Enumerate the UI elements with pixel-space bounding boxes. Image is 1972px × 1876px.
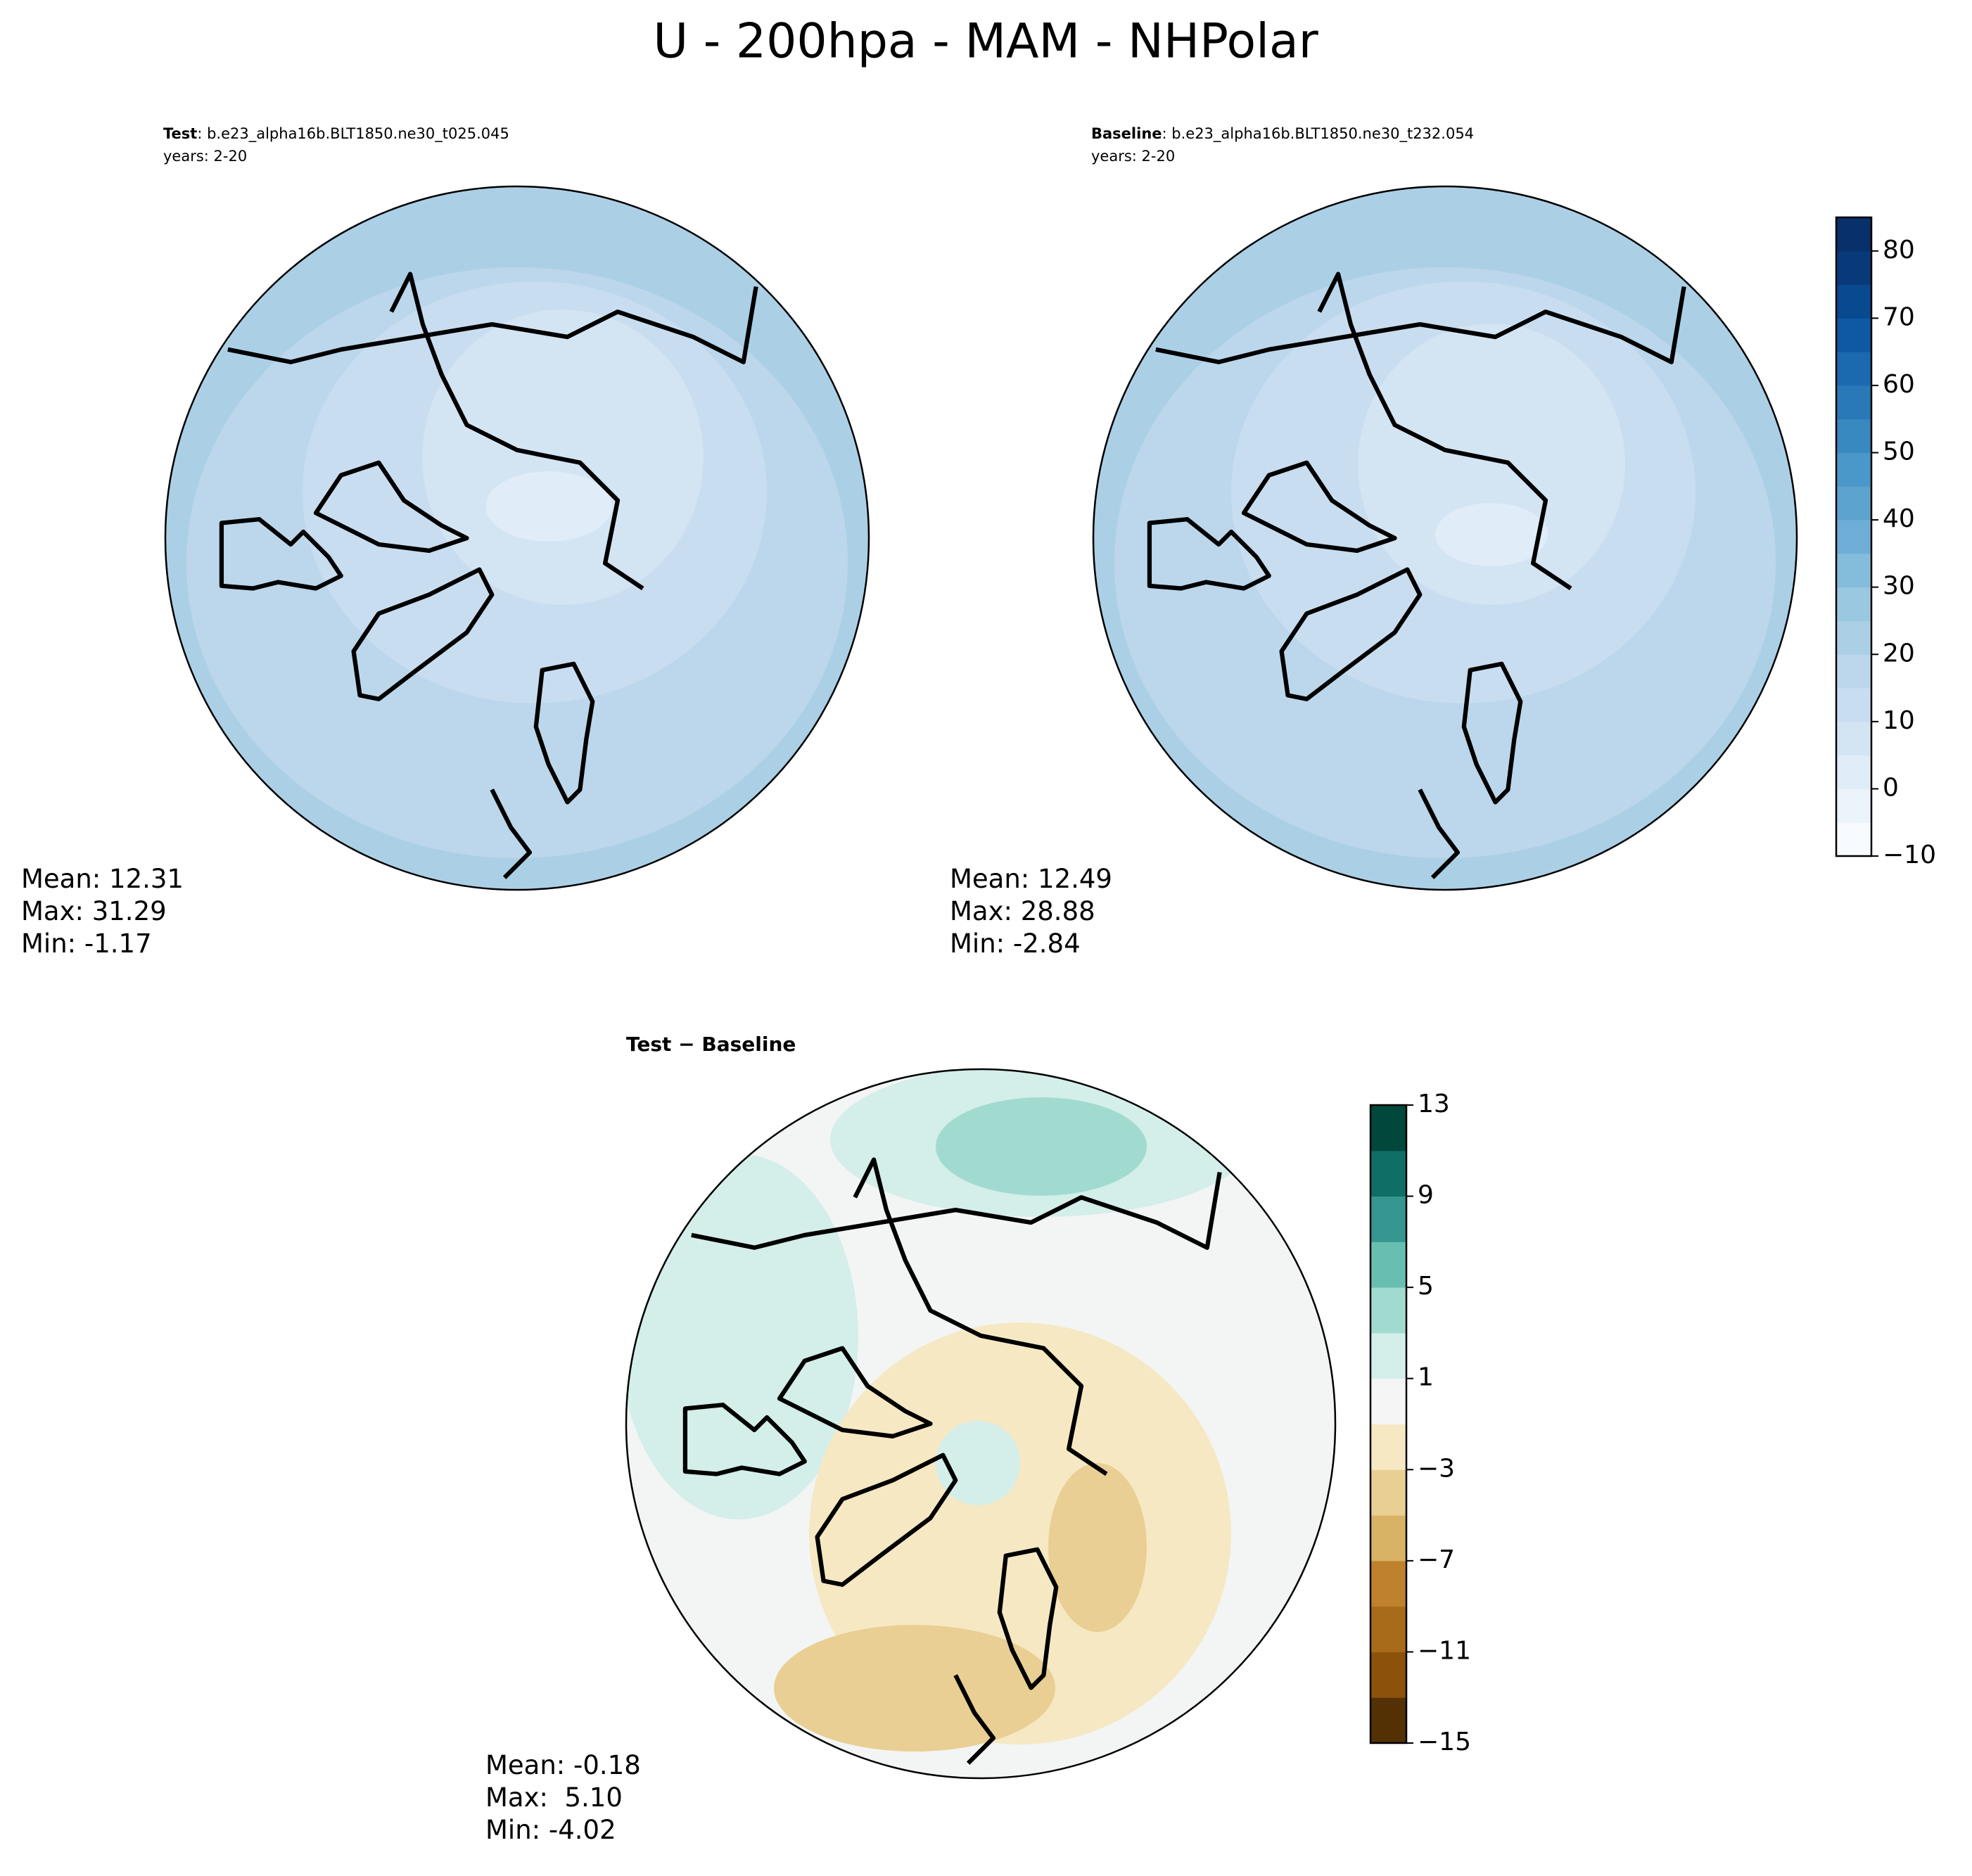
- colorbar-tick-label: 50: [1883, 438, 1915, 466]
- colorbar-band: [1370, 1150, 1406, 1197]
- colorbar-band: [1836, 587, 1871, 621]
- colorbar-tick-label: 40: [1883, 504, 1915, 533]
- colorbar-band: [1836, 822, 1871, 857]
- panel-case: : b.e23_alpha16b.BLT1850.ne30_t025.045: [197, 125, 509, 143]
- colorbar-tick-label: 30: [1883, 572, 1915, 601]
- stat: Mean: -0.18: [485, 1750, 641, 1780]
- colorbar-band: [1836, 250, 1871, 286]
- colorbar-band: [1370, 1332, 1406, 1379]
- figure-title: U - 200hpa - MAM - NHPolar: [653, 14, 1318, 70]
- colorbar-band: [1370, 1560, 1406, 1607]
- panel-subtitle: Baseline: b.e23_alpha16b.BLT1850.ne30_t2…: [1091, 125, 1474, 143]
- map: [165, 186, 869, 890]
- colorbar-tick-label: −10: [1883, 841, 1936, 869]
- colorbar-frame: [1369, 1104, 1408, 1744]
- colorbar-band: [1370, 1287, 1406, 1334]
- colorbar-band: [1370, 1652, 1406, 1698]
- panel-label: Test: [163, 125, 197, 142]
- colorbar-band: [1836, 486, 1871, 521]
- colorbar-band: [1370, 1515, 1406, 1562]
- colorbar-tick-label: 9: [1418, 1181, 1434, 1210]
- colorbar-band: [1836, 553, 1871, 588]
- colorbar-band: [1836, 688, 1871, 722]
- colorbar-tick-label: −7: [1418, 1545, 1455, 1574]
- colorbar-tick-label: 20: [1883, 639, 1915, 668]
- stat: Min: -1.17: [21, 929, 152, 959]
- panel-subtitle: Test: b.e23_alpha16b.BLT1850.ne30_t025.0…: [163, 125, 509, 143]
- colorbar-band: [1836, 620, 1871, 655]
- colorbar-band: [1836, 318, 1871, 352]
- colorbar-tick-label: 80: [1883, 236, 1915, 264]
- map: [1093, 186, 1797, 890]
- colorbar-band: [1370, 1105, 1406, 1151]
- colorbar-band: [1370, 1378, 1406, 1424]
- colorbar-tick-label: −3: [1418, 1454, 1455, 1483]
- colorbar-band: [1836, 217, 1871, 252]
- colorbar-tick-label: 70: [1883, 302, 1915, 331]
- colorbar-tick-label: 0: [1883, 773, 1899, 802]
- map-border: [164, 185, 870, 891]
- colorbar-frame: [1835, 216, 1873, 857]
- stat: Mean: 12.49: [950, 864, 1112, 894]
- panel-case: : b.e23_alpha16b.BLT1850.ne30_t232.054: [1162, 125, 1475, 143]
- panel-label: Baseline: [1091, 125, 1162, 142]
- colorbar-tick-label: 1: [1418, 1363, 1434, 1392]
- stat: Min: -2.84: [950, 929, 1081, 959]
- colorbar-band: [1836, 654, 1871, 689]
- colorbar-band: [1370, 1196, 1406, 1242]
- stat: Max: 28.88: [950, 896, 1095, 926]
- colorbar-band: [1836, 352, 1871, 386]
- colorbar-band: [1836, 721, 1871, 756]
- colorbar-band: [1836, 789, 1871, 823]
- stat: Mean: 12.31: [21, 864, 184, 894]
- colorbar-band: [1370, 1697, 1406, 1744]
- stat: Min: -4.02: [485, 1815, 616, 1845]
- colorbar-band: [1370, 1469, 1406, 1516]
- stat: Max: 31.29: [21, 896, 167, 926]
- panel-years: years: 2-20: [163, 148, 247, 165]
- colorbar-band: [1836, 385, 1871, 420]
- colorbar-band: [1836, 419, 1871, 454]
- colorbar-tick-label: 10: [1883, 706, 1915, 735]
- colorbar-band: [1370, 1242, 1406, 1288]
- panel-years: years: 2-20: [1091, 148, 1175, 165]
- colorbar-tick-label: −15: [1418, 1728, 1471, 1756]
- colorbar-tick-label: 60: [1883, 370, 1915, 399]
- stat: Max: 5.10: [485, 1782, 623, 1813]
- colorbar-band: [1836, 520, 1871, 554]
- colorbar-tick-label: −11: [1418, 1636, 1471, 1665]
- colorbar-tick-label: 13: [1418, 1090, 1450, 1118]
- map-border: [1092, 185, 1798, 891]
- colorbar-tick-label: 5: [1418, 1272, 1434, 1301]
- colorbar-band: [1836, 452, 1871, 487]
- diff-title: Test − Baseline: [626, 1033, 796, 1056]
- map: [626, 1069, 1335, 1778]
- colorbar-band: [1370, 1606, 1406, 1652]
- map-border: [625, 1068, 1337, 1780]
- colorbar-band: [1836, 755, 1871, 789]
- colorbar-band: [1370, 1424, 1406, 1470]
- colorbar-band: [1836, 284, 1871, 319]
